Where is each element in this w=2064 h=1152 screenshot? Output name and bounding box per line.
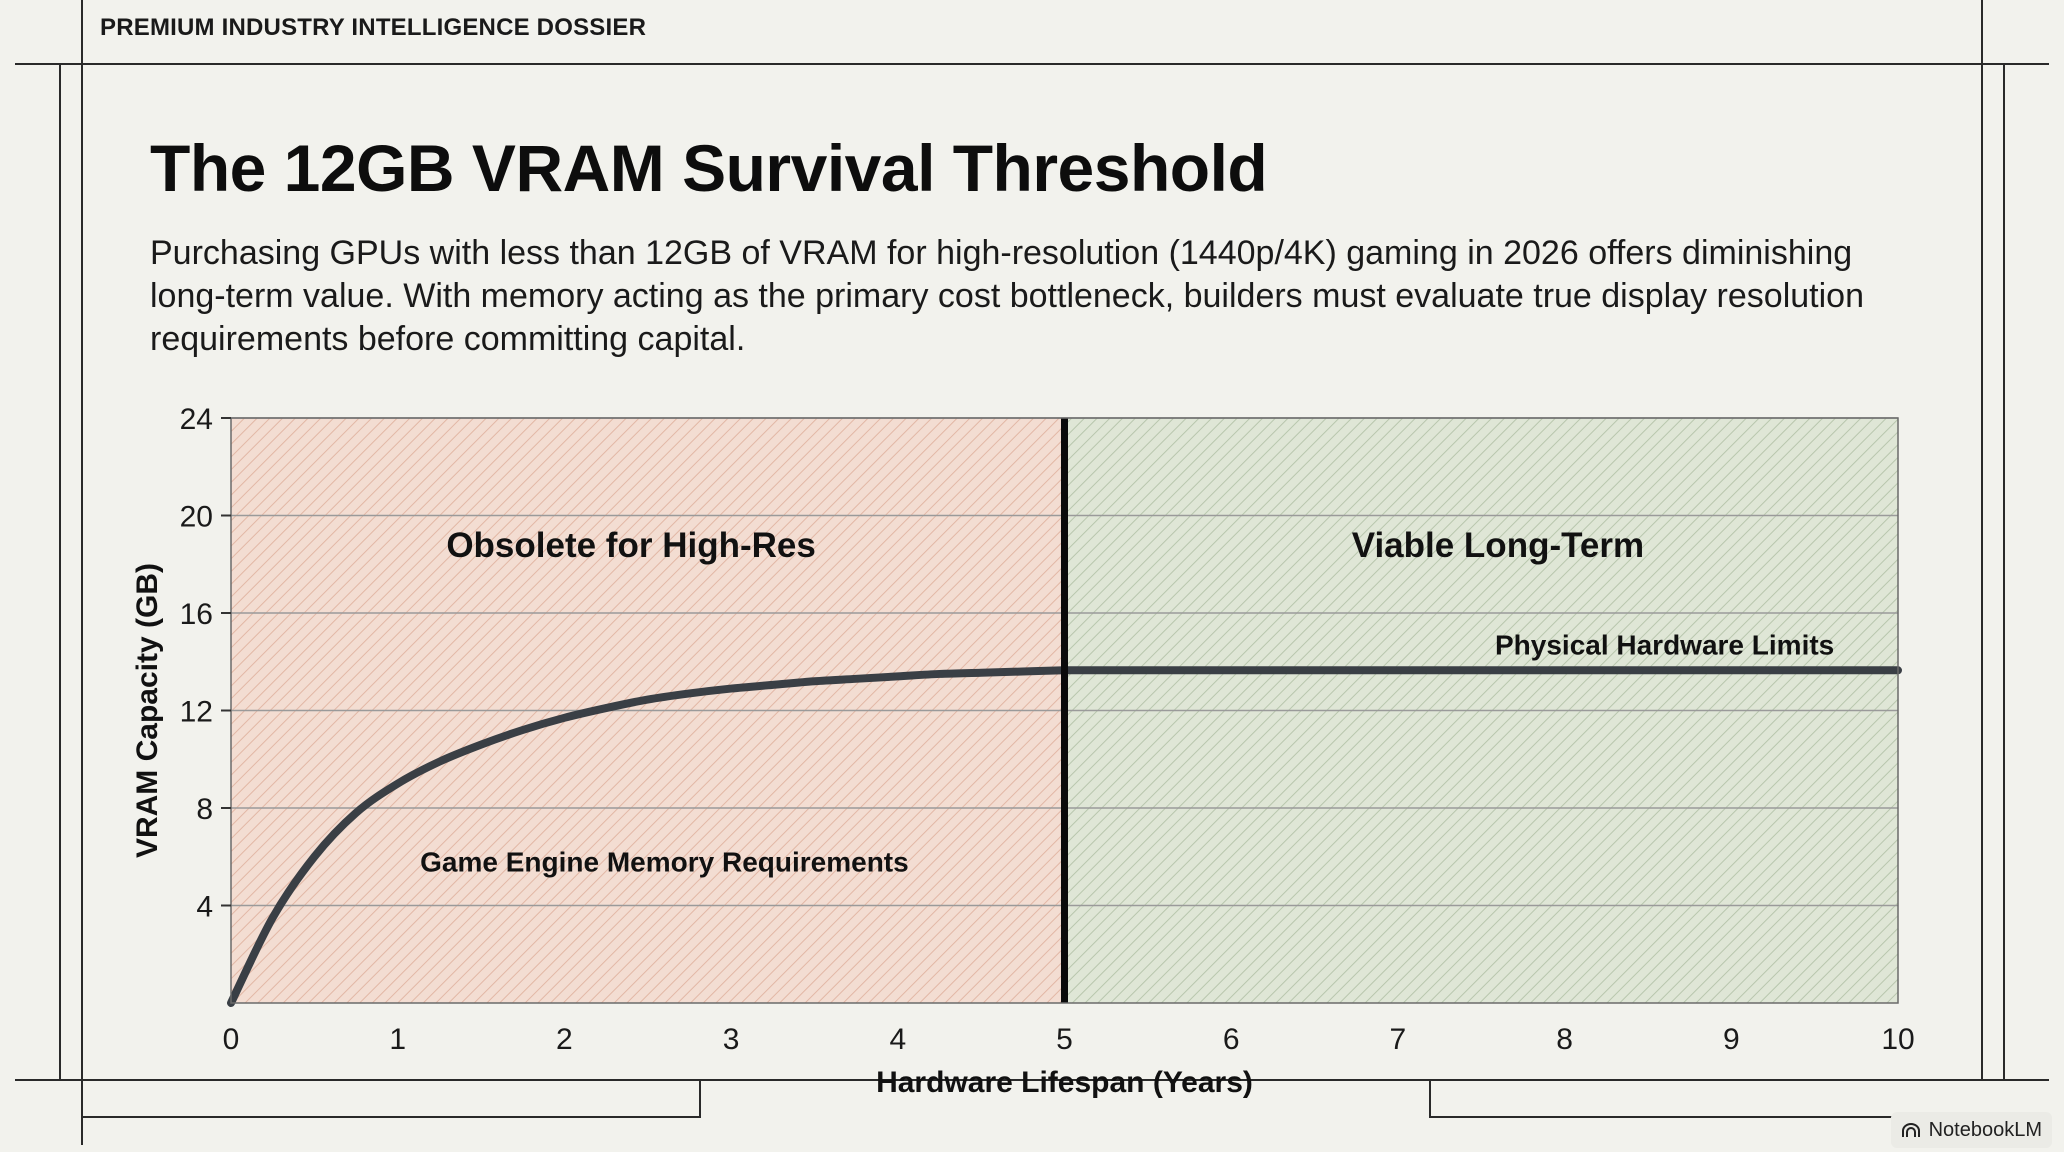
notebooklm-badge: NotebookLM [1890,1112,2052,1148]
page-title: The 12GB VRAM Survival Threshold [150,131,1268,205]
y-axis-label: VRAM Capacity (GB) [131,563,164,858]
y-tick-label: 8 [196,793,213,826]
x-tick-label: 2 [556,1023,573,1056]
page-subtitle: Purchasing GPUs with less than 12GB of V… [150,234,1864,358]
x-tick-label: 4 [889,1023,906,1056]
x-tick-label: 5 [1056,1023,1073,1056]
x-axis-label: Hardware Lifespan (Years) [876,1066,1253,1099]
x-tick-label: 7 [1390,1023,1407,1056]
x-tick-label: 0 [223,1023,240,1056]
series-line-0 [227,666,1069,1007]
y-tick-label: 20 [180,501,213,534]
x-tick-label: 6 [1223,1023,1240,1056]
x-tick-label: 3 [723,1023,740,1056]
series-layer [227,666,1902,1007]
x-tick-label: 8 [1556,1023,1573,1056]
badge-label: NotebookLM [1928,1118,2042,1141]
label-layer: Obsolete for High-Res Viable Long-Term Gam… [420,526,1834,878]
region-label-0: Obsolete for High-Res [446,526,815,565]
x-tick-label: 9 [1723,1023,1740,1056]
series-label-1: Physical Hardware Limits [1495,630,1834,661]
y-tick-label: 24 [180,403,213,436]
x-tick-label: 10 [1881,1023,1914,1056]
header-label: PREMIUM INDUSTRY INTELLIGENCE DOSSIER [100,14,647,41]
x-tick-label: 1 [389,1023,406,1056]
y-tick-label: 16 [180,598,213,631]
y-tick-label: 4 [196,891,213,924]
series-label-0: Game Engine Memory Requirements [420,847,909,878]
notebooklm-logo-icon [1901,1123,1920,1137]
region-label-1: Viable Long-Term [1352,526,1644,565]
y-tick-label: 12 [180,696,213,729]
